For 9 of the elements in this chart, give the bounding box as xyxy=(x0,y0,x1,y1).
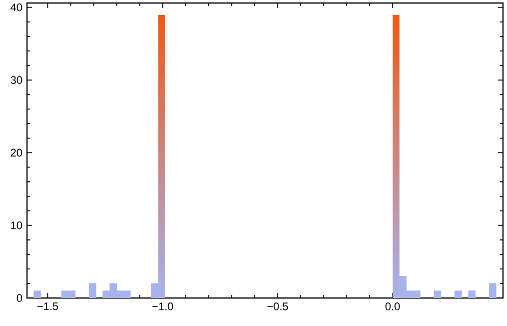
y-tick-label: 30 xyxy=(10,76,22,84)
x-tick-label: −1.5 xyxy=(37,302,58,310)
y-tick-label: 10 xyxy=(11,221,22,230)
x-tick-label: −0.5 xyxy=(267,302,288,310)
x-tick-label: 0.0 xyxy=(385,302,400,310)
y-tick-label: 40 xyxy=(10,3,22,12)
y-tick-label: 20 xyxy=(10,148,22,157)
x-tick-label: −1.0 xyxy=(152,302,174,310)
y-tick-label: 0 xyxy=(16,294,22,302)
